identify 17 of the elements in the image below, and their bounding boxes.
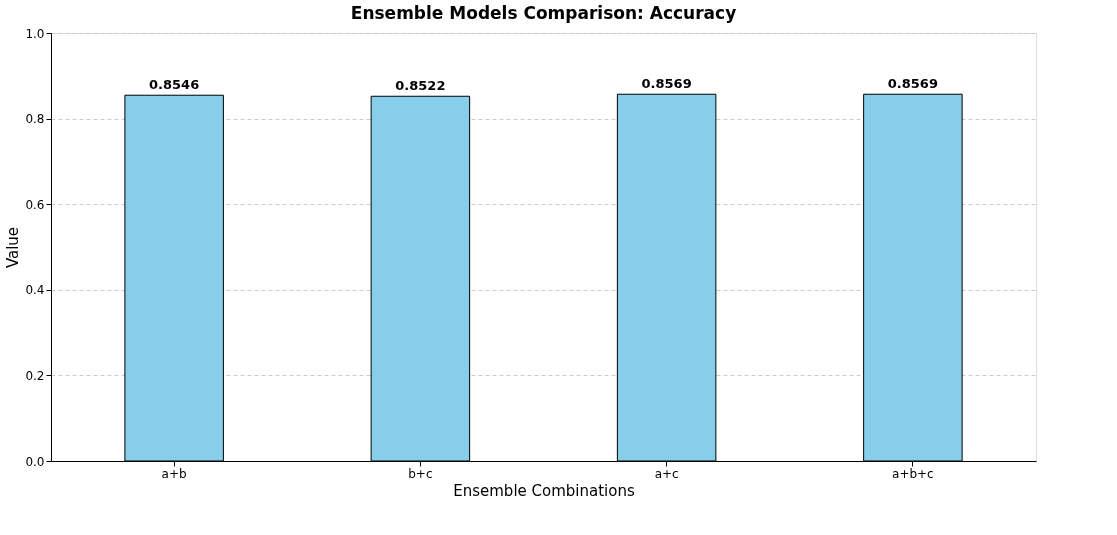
chart-title: Ensemble Models Comparison: Accuracy [350,3,737,23]
y-tick-label: 0.8 [25,112,45,127]
data-label: 0.8569 [641,76,692,92]
y-tick-label: 0.4 [25,283,45,298]
data-label: 0.8546 [149,77,200,93]
y-axis-title: Value [4,226,23,269]
data-label: 0.8522 [395,78,446,94]
y-tick-label: 0.6 [25,197,45,212]
data-label: 0.8569 [887,76,938,92]
y-tick-label: 0.2 [25,368,45,383]
x-axis-title: Ensemble Combinations [453,481,635,500]
x-tick-label: b+c [408,466,433,481]
x-tick-label: a+b+c [892,466,934,481]
x-tick-label: a+c [654,466,679,481]
y-tick-label: 1.0 [25,26,45,41]
x-tick-label: a+b [161,466,187,481]
y-tick-label: 0.0 [25,454,45,469]
